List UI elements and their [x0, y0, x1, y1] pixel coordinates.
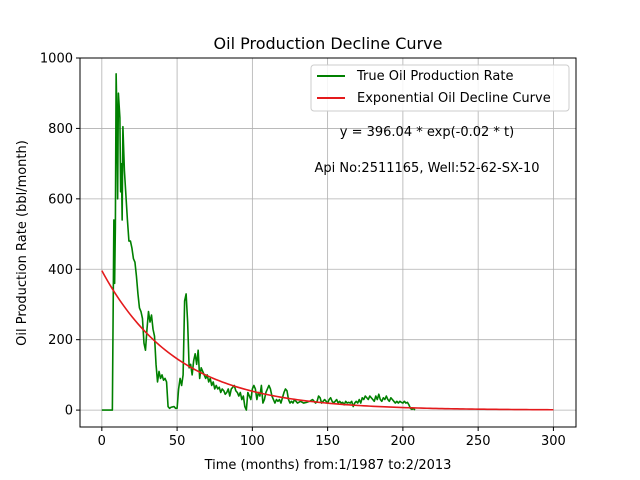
legend-box	[310, 64, 570, 112]
y-tick-label: 600	[48, 192, 73, 207]
x-tick-label: 100	[240, 434, 265, 449]
series-layer	[101, 73, 554, 411]
x-tick-label: 50	[169, 434, 186, 449]
x-axis-label: Time (months) from:1/1987 to:2/2013	[204, 458, 452, 473]
y-tick-label: 200	[48, 333, 73, 348]
ticks: 0 50 100 150 200 250 300 0 200 400 600 800 1000	[40, 52, 566, 450]
x-tick-label: 250	[466, 434, 491, 449]
chart-title: Oil Production Decline Curve	[214, 34, 443, 53]
x-tick-label: 200	[390, 434, 415, 449]
series-line-exponential-oil-decline-curve	[101, 270, 554, 411]
legend: True Oil Production Rate Exponential Oil…	[310, 64, 570, 112]
equation-annotation: y = 396.04 * exp(-0.02 * t)	[340, 125, 514, 140]
y-axis-label: Oil Production Rate (bbl/month)	[15, 140, 30, 346]
series-line-true-oil-production-rate	[101, 73, 416, 411]
y-tick-label: 400	[48, 263, 73, 278]
legend-label-exponential-curve: Exponential Oil Decline Curve	[357, 91, 551, 106]
well-annotation: Api No:2511165, Well:52-62-SX-10	[314, 161, 539, 176]
x-tick-label: 0	[98, 434, 106, 449]
y-tick-label: 800	[48, 122, 73, 137]
legend-label-true-rate: True Oil Production Rate	[356, 69, 513, 84]
x-tick-label: 150	[315, 434, 340, 449]
x-tick-label: 300	[541, 434, 566, 449]
y-tick-label: 0	[65, 404, 73, 419]
grid	[80, 57, 576, 427]
y-tick-label: 1000	[40, 52, 73, 67]
